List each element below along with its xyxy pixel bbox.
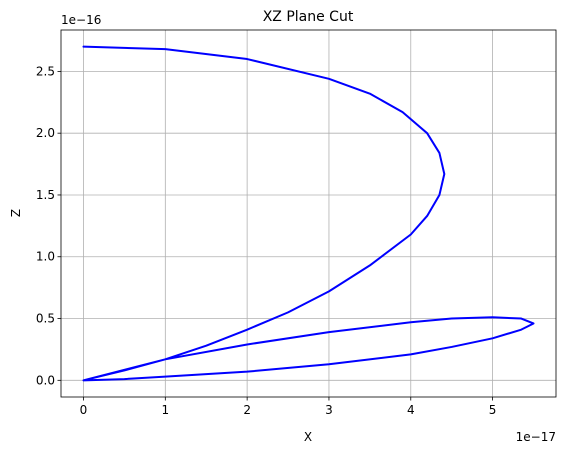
grid-lines [61,30,556,397]
x-tick-label: 2 [243,403,251,417]
series-line [82,45,535,382]
x-offset-text: 1e−17 [516,430,556,444]
x-tick-label: 4 [407,403,415,417]
x-tick-label: 5 [489,403,497,417]
plot-frame [60,29,557,398]
y-tick-label: 1.0 [36,250,55,264]
x-axis-ticks: 0 1 2 3 4 5 [80,397,497,417]
chart-title: XZ Plane Cut [263,9,354,25]
plot-area [61,30,556,397]
y-tick-label: 2.5 [36,64,55,78]
data-series [82,45,535,382]
x-tick-label: 3 [325,403,333,417]
x-tick-label: 1 [161,403,169,417]
y-tick-label: 0.0 [36,373,55,387]
y-offset-text: 1e−16 [61,13,101,27]
x-axis-label: X [304,430,312,444]
y-axis-label: Z [9,209,23,217]
x-tick-label: 0 [80,403,88,417]
y-tick-label: 0.5 [36,312,55,326]
y-tick-label: 1.5 [36,188,55,202]
y-axis-ticks: 0.0 0.5 1.0 1.5 2.0 2.5 [36,64,61,387]
y-tick-label: 2.0 [36,126,55,140]
